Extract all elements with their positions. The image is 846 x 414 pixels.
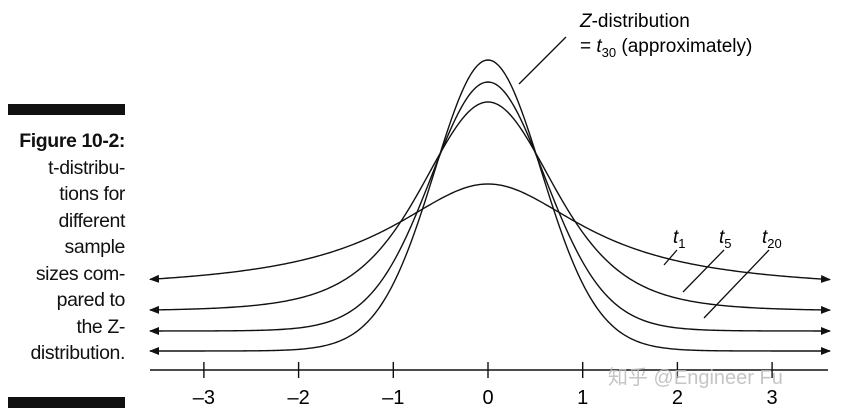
z-pointer-line (518, 36, 567, 85)
bottom-rule (8, 397, 125, 408)
x-tick-label: 2 (672, 387, 683, 409)
curve-t1 (149, 183, 831, 284)
caption-line: pared to (56, 289, 126, 311)
x-tick-label: 1 (577, 387, 588, 409)
label-t20: t20 (762, 227, 782, 251)
top-rule (8, 104, 125, 115)
t1-pointer-line (663, 249, 678, 266)
x-tick-label: 0 (482, 387, 493, 409)
figure-caption: Figure 10-2: t-distribu- tions for diffe… (0, 128, 125, 367)
t5-pointer-line (682, 249, 725, 293)
x-tick-label: 3 (767, 387, 778, 409)
caption-line: tions for (59, 183, 125, 205)
x-tick-label: –2 (287, 387, 309, 409)
x-tick-label: –3 (193, 387, 215, 409)
caption-line: distribution. (30, 342, 125, 364)
curve-z (149, 59, 831, 355)
caption-line: sample (64, 236, 126, 258)
t20-pointer-line (703, 249, 770, 319)
x-ticks: –3 –2 –1 0 1 2 3 (193, 362, 778, 409)
watermark: 知乎 @Engineer Fu (608, 366, 783, 389)
curve-t5 (149, 101, 831, 314)
label-t1: t1 (673, 227, 686, 251)
z-annotation-line2: = t30 (approximately) (580, 36, 752, 60)
figure-label: Figure 10-2: (19, 130, 125, 152)
caption-line: the Z- (76, 315, 125, 338)
z-annotation-line1: Z-distribution (579, 11, 690, 32)
label-t5: t5 (719, 227, 732, 251)
caption-line: t-distribu- (48, 156, 125, 179)
caption-line: sizes com- (35, 262, 126, 285)
x-tick-label: –1 (382, 387, 404, 409)
caption-line: different (58, 209, 125, 232)
curves (149, 59, 831, 355)
curve-t20 (149, 81, 831, 335)
